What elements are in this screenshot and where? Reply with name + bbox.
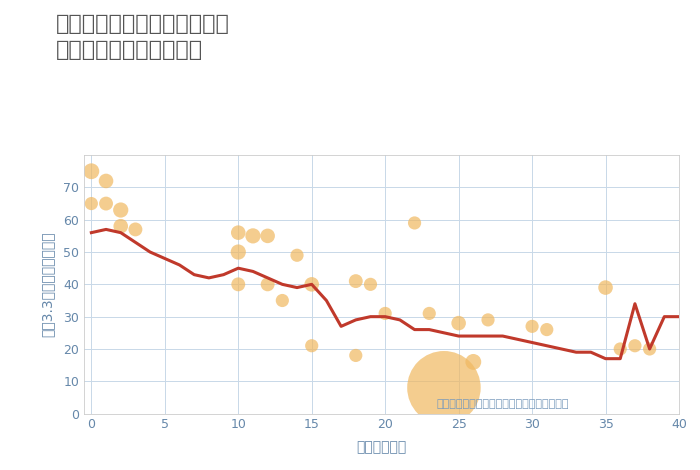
Point xyxy=(365,281,376,288)
Point xyxy=(130,226,141,233)
Point xyxy=(85,200,97,207)
Point xyxy=(600,284,611,291)
Point xyxy=(276,297,288,304)
Point xyxy=(100,177,111,185)
Point xyxy=(468,358,479,366)
Point xyxy=(306,342,317,350)
Point xyxy=(644,345,655,352)
Point xyxy=(350,352,361,359)
Point xyxy=(350,277,361,285)
Point xyxy=(247,232,258,240)
Point xyxy=(541,326,552,333)
Point xyxy=(615,345,626,352)
Point xyxy=(306,281,317,288)
X-axis label: 築年数（年）: 築年数（年） xyxy=(356,440,407,454)
Point xyxy=(438,384,449,392)
Point xyxy=(115,222,126,230)
Point xyxy=(482,316,493,324)
Point xyxy=(100,200,111,207)
Point xyxy=(85,167,97,175)
Point xyxy=(379,310,391,317)
Point xyxy=(232,281,244,288)
Point xyxy=(424,310,435,317)
Point xyxy=(232,248,244,256)
Point xyxy=(262,281,273,288)
Point xyxy=(291,251,302,259)
Point xyxy=(629,342,641,350)
Text: 岐阜県羽島郡笠松町宮川町の
築年数別中古戸建て価格: 岐阜県羽島郡笠松町宮川町の 築年数別中古戸建て価格 xyxy=(56,14,230,61)
Point xyxy=(453,320,464,327)
Point xyxy=(115,206,126,214)
Point xyxy=(409,219,420,227)
Y-axis label: 坪（3.3㎡）単価（万円）: 坪（3.3㎡）単価（万円） xyxy=(41,232,55,337)
Point xyxy=(232,229,244,236)
Point xyxy=(526,322,538,330)
Text: 円の大きさは、取引のあった物件面積を示す: 円の大きさは、取引のあった物件面積を示す xyxy=(437,399,569,409)
Point xyxy=(262,232,273,240)
